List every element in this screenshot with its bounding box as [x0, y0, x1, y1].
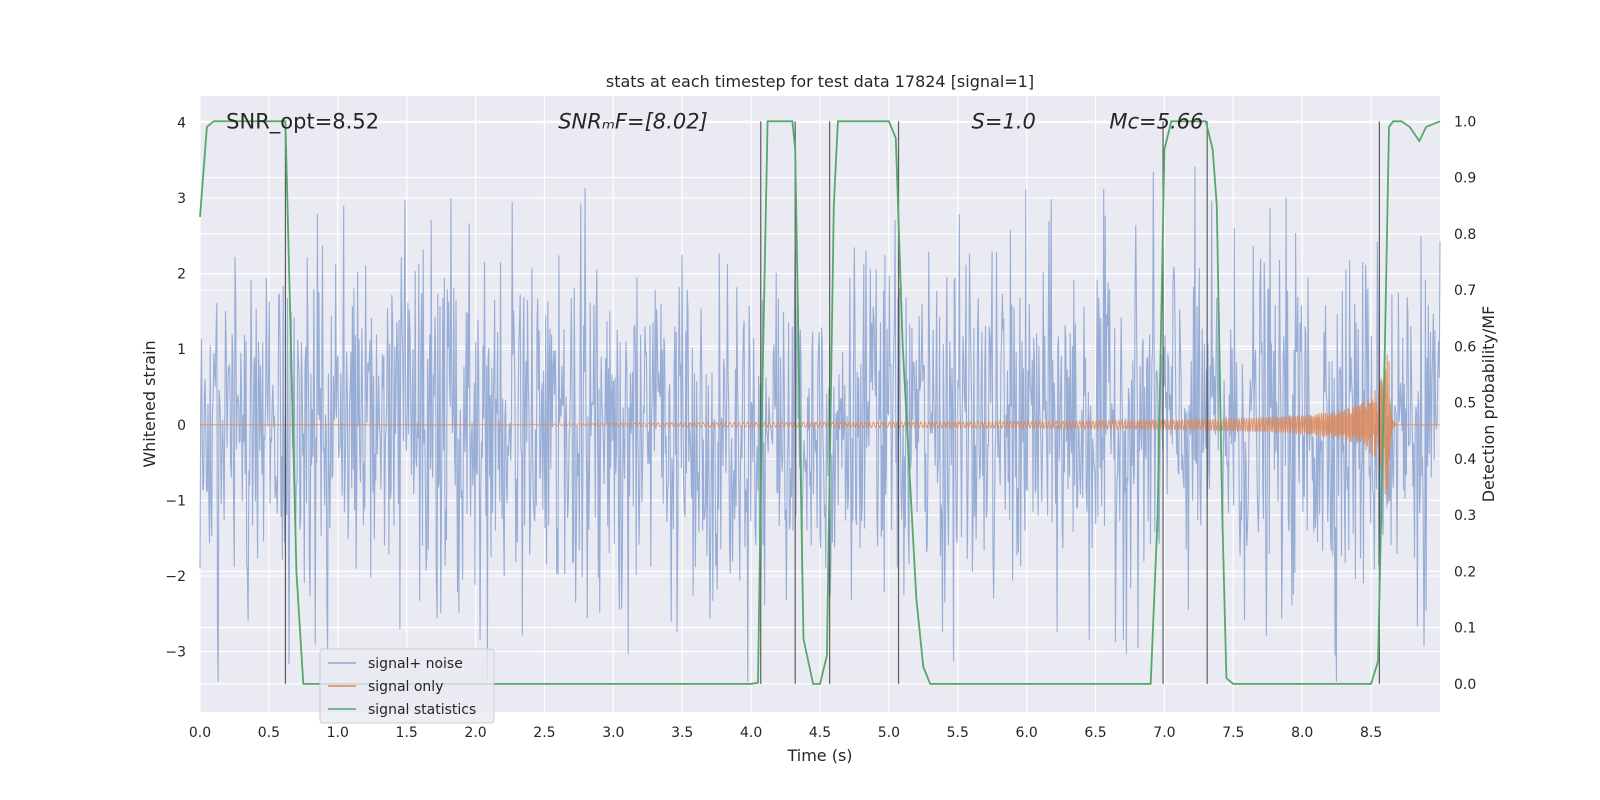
y-tick-label: −1 [165, 493, 186, 509]
x-tick-label: 6.5 [1084, 725, 1106, 741]
legend-box [319, 648, 495, 724]
annotation: S=1.0 [972, 109, 1036, 133]
x-tick-label: 5.5 [947, 725, 969, 741]
y-axis-label-right: Detection probability/MF [1479, 306, 1498, 503]
y-tick-label: −3 [165, 645, 186, 661]
y-right-tick-label: 0.4 [1454, 452, 1476, 468]
annotations: SNR_opt=8.52 SNRₘF=[8.02] S=1.0 Mᴄ=5.66 [226, 109, 1203, 134]
x-axis-label: Time (s) [786, 746, 852, 765]
y-right-tick-label: 0.1 [1454, 621, 1476, 637]
annotation: Mᴄ=5.66 [1109, 109, 1203, 133]
x-tick-label: 1.5 [396, 725, 418, 741]
x-tick-label: 3.5 [671, 725, 693, 741]
x-tick-label: 8.5 [1360, 725, 1382, 741]
x-tick-label: 6.0 [1016, 725, 1038, 741]
legend-label-signal-only: signal only [368, 679, 443, 695]
y-tick-label: 1 [177, 342, 186, 358]
tick-labels: 0.0 0.5 1.0 1.5 2.0 2.5 3.0 3.5 4.0 4.5 5.0 5.5 6.0 6… [165, 114, 1476, 741]
x-tick-label: 7.5 [1222, 725, 1244, 741]
y-right-tick-label: 0.0 [1454, 677, 1476, 693]
x-tick-label: 0.5 [258, 725, 280, 741]
y-tick-label: 4 [177, 115, 186, 131]
y-tick-label: 3 [177, 191, 186, 207]
y-right-tick-label: 0.5 [1454, 396, 1476, 412]
vertical-markers [284, 121, 1380, 684]
y-right-tick-label: 0.2 [1454, 564, 1476, 580]
noise-trace [199, 166, 1441, 682]
chirp-trace [200, 355, 1440, 504]
y-right-tick-label: 0.9 [1454, 171, 1476, 187]
x-tick-label: 5.0 [878, 725, 900, 741]
series-signal-noise [199, 166, 1441, 682]
y-right-tick-label: 0.6 [1454, 339, 1476, 355]
x-tick-label: 3.0 [602, 725, 624, 741]
y-right-tick-label: 0.7 [1454, 283, 1476, 299]
legend: signal+ noise signal only signal statist… [319, 648, 495, 724]
annotation: SNRₘF=[8.02] [558, 109, 708, 133]
x-tick-label: 8.0 [1291, 725, 1313, 741]
y-tick-label: 2 [177, 267, 186, 283]
chart-title: stats at each timestep for test data 178… [606, 72, 1034, 91]
y-tick-label: 0 [177, 418, 186, 434]
y-right-tick-label: 1.0 [1454, 114, 1476, 130]
x-tick-label: 2.5 [533, 725, 555, 741]
y-right-tick-label: 0.8 [1454, 227, 1476, 243]
x-tick-label: 1.0 [327, 725, 349, 741]
legend-label-signal-statistics: signal statistics [368, 702, 476, 718]
x-tick-label: 0.0 [189, 725, 211, 741]
x-tick-label: 7.0 [1153, 725, 1175, 741]
y-tick-label: −2 [165, 569, 186, 585]
legend-label-signal-noise: signal+ noise [368, 656, 463, 672]
x-tick-label: 4.0 [740, 725, 762, 741]
annotation: SNR_opt=8.52 [226, 109, 379, 134]
y-axis-label: Whitened strain [140, 340, 159, 467]
x-tick-label: 4.5 [809, 725, 831, 741]
y-right-tick-label: 0.3 [1454, 508, 1476, 524]
series-signal-only [200, 355, 1440, 504]
x-tick-label: 2.0 [464, 725, 486, 741]
